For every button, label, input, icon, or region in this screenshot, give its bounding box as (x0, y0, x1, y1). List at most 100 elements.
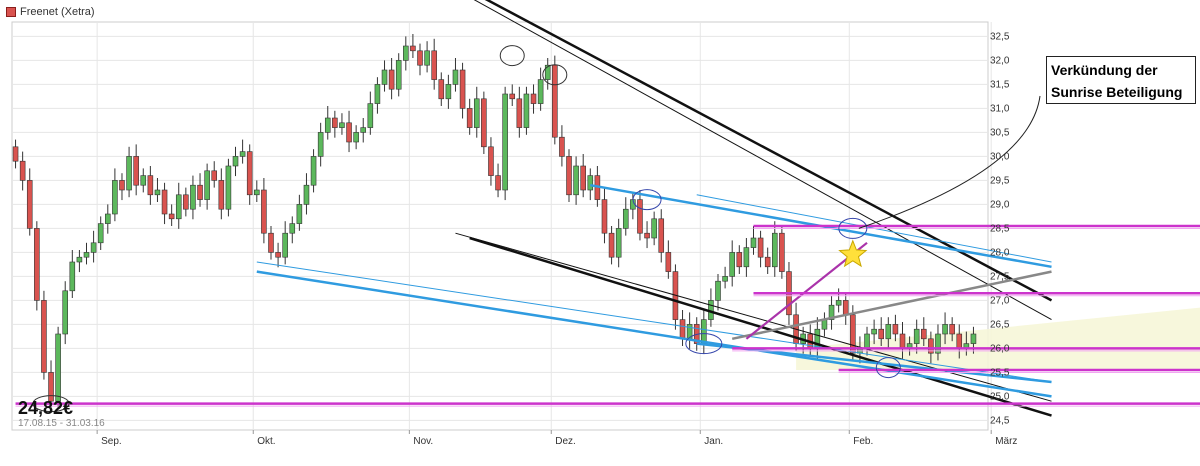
annotation-line-1: Verkündung der (1051, 62, 1158, 78)
lower-channel-thin (455, 232, 1052, 402)
candle-body (303, 184, 310, 205)
y-tick-label: 32,0 (990, 55, 1010, 66)
candle-body (913, 328, 920, 344)
candle-body (55, 333, 61, 402)
candle-body (892, 324, 899, 335)
candle-body (942, 324, 948, 335)
candle-body (34, 228, 40, 301)
candle-body (225, 165, 232, 210)
candle-body (367, 103, 374, 128)
pivot-circle (499, 45, 525, 67)
candle-body (190, 184, 196, 210)
y-tick-label: 27,5 (990, 271, 1010, 282)
candle-body (779, 232, 785, 272)
candle-body (537, 79, 544, 104)
candle-body (332, 117, 338, 128)
y-tick-label: 31,5 (990, 79, 1010, 90)
candle-body (764, 256, 771, 268)
candle-body (587, 175, 594, 191)
candle-body (105, 213, 111, 224)
candle-body (729, 252, 735, 277)
pivot-circle (875, 357, 901, 379)
candle-body (395, 60, 402, 90)
x-axis: Sep. Okt. Nov. Dez. Jan. Feb. März (96, 430, 1017, 447)
candle-body (410, 45, 416, 52)
candle-body (83, 252, 90, 258)
candle-body (488, 146, 494, 176)
candle-body (828, 304, 835, 320)
date-range-label: 17.08.15 - 31.03.16 (18, 418, 105, 429)
candle-body (637, 199, 643, 234)
y-tick-label: 30,5 (990, 127, 1010, 138)
pivot-circle (838, 217, 868, 239)
y-tick-label: 29,5 (990, 175, 1010, 186)
candle-body (885, 324, 892, 340)
y-axis: 32,5 32,0 31,5 31,0 30,5 30,0 29,5 29,0 28,5 28,0… (990, 31, 1010, 426)
candle-body (62, 290, 69, 335)
candle-body (899, 333, 906, 349)
candle-body (268, 232, 274, 253)
shaded-zones (796, 307, 1200, 370)
candle-body (438, 79, 445, 100)
candle-body (495, 175, 501, 191)
candle-body (112, 180, 118, 215)
candle-body (175, 194, 182, 220)
candle-body (743, 247, 750, 268)
y-tick-label: 31,0 (990, 103, 1010, 114)
candle-body (544, 64, 551, 80)
x-tick-label: Nov. (413, 436, 433, 447)
pivot-circle (632, 189, 662, 211)
candle-body (757, 237, 764, 258)
candle-body (601, 199, 608, 234)
candle-body (658, 218, 665, 253)
candle-body (970, 333, 977, 344)
y-tick-label: 28,5 (990, 223, 1010, 234)
candle-body (722, 276, 728, 282)
x-tick-label: Sep. (101, 436, 122, 447)
candle-body (140, 175, 147, 186)
candle-body (928, 338, 934, 354)
candle-body (622, 208, 629, 229)
horizontal-levels (15, 224, 1200, 407)
candle-body (275, 252, 281, 258)
annotation-marks (32, 45, 1041, 413)
candle-body (261, 189, 267, 234)
candle-body (935, 333, 941, 354)
candle-body (12, 146, 19, 162)
candle-body (715, 280, 721, 301)
x-tick-label: Okt. (257, 436, 275, 447)
candle-body (850, 314, 856, 354)
candle-body (317, 132, 324, 157)
y-tick-label: 28,0 (990, 247, 1010, 258)
y-tick-label: 27,0 (990, 295, 1010, 306)
triangle-zone (796, 307, 1200, 370)
y-tick-label: 26,0 (990, 343, 1010, 354)
candle-body (644, 232, 650, 239)
candle-body (183, 194, 189, 210)
candle-body (466, 108, 473, 128)
candle-body (473, 98, 480, 128)
candle-body (424, 50, 430, 66)
candle-body (339, 122, 345, 128)
candle-body (530, 93, 537, 104)
y-tick-label: 26,5 (990, 319, 1010, 330)
x-tick-label: Dez. (555, 436, 576, 447)
candle-body (750, 237, 757, 248)
long-support-line (256, 270, 1052, 398)
candle-body (481, 98, 487, 148)
legend: Freenet (Xetra) (6, 6, 95, 18)
candle-body (26, 180, 33, 229)
long-support-thin (256, 261, 1052, 383)
candle-body (502, 93, 508, 191)
candle-body (552, 64, 558, 138)
candle-body (218, 180, 225, 210)
legend-label: Freenet (Xetra) (20, 6, 95, 18)
y-tick-label: 25,5 (990, 367, 1010, 378)
candle-body (211, 170, 218, 181)
candle-body (615, 228, 622, 258)
y-tick-label: 32,5 (990, 31, 1010, 42)
candle-body (878, 328, 884, 340)
annotation-line-2: Sunrise Beteiligung (1051, 84, 1183, 100)
candle-body (403, 45, 409, 61)
candle-body (239, 151, 246, 157)
